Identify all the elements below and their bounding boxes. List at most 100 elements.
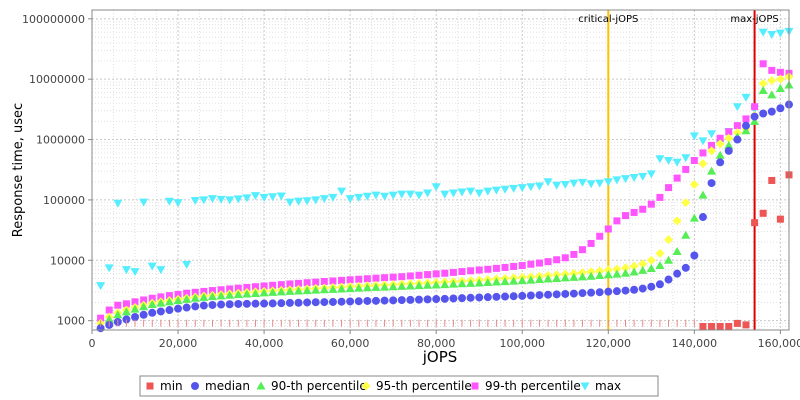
data-point xyxy=(708,141,716,149)
data-point xyxy=(543,178,553,187)
data-point xyxy=(725,322,733,330)
data-point xyxy=(534,275,544,284)
x-tick-label: 140,000 xyxy=(672,337,718,350)
legend-item: 95-th percentile xyxy=(361,379,472,393)
data-point xyxy=(207,195,217,204)
data-point xyxy=(225,300,234,309)
data-point xyxy=(250,192,260,201)
data-point xyxy=(165,292,173,300)
data-point xyxy=(768,176,776,184)
data-point xyxy=(665,184,673,192)
data-point xyxy=(612,176,622,185)
data-point xyxy=(397,281,407,290)
series-layer xyxy=(96,27,794,333)
data-point xyxy=(741,93,751,102)
data-point xyxy=(174,304,183,313)
data-point xyxy=(345,284,355,293)
data-point xyxy=(595,270,605,279)
data-point xyxy=(510,262,518,270)
data-point xyxy=(355,275,363,283)
data-point xyxy=(398,273,406,281)
data-point xyxy=(569,272,579,281)
data-point xyxy=(415,271,423,279)
data-point xyxy=(295,279,303,287)
y-tick-label: 100000000 xyxy=(22,13,85,26)
data-point xyxy=(242,194,252,203)
data-point xyxy=(483,187,493,196)
x-tick-label: 0 xyxy=(89,337,96,350)
data-point xyxy=(199,292,209,301)
data-point xyxy=(440,190,450,199)
legend-swatch xyxy=(256,381,266,390)
data-point xyxy=(320,278,328,286)
data-point xyxy=(724,133,734,143)
data-point xyxy=(217,300,226,309)
data-point xyxy=(302,286,312,295)
data-point xyxy=(191,302,200,311)
series-99-th-percentile xyxy=(97,60,793,322)
data-point xyxy=(466,187,476,196)
y-tick-label: 1000 xyxy=(57,315,85,328)
legend-swatch xyxy=(146,382,154,390)
data-point xyxy=(199,301,208,310)
data-point xyxy=(467,267,475,275)
data-point xyxy=(673,174,681,182)
data-point xyxy=(612,264,622,274)
data-point xyxy=(759,60,767,68)
data-point xyxy=(320,298,329,307)
data-point xyxy=(751,103,759,111)
data-point xyxy=(716,322,724,330)
data-point xyxy=(148,308,157,317)
data-point xyxy=(294,298,303,307)
data-point xyxy=(742,115,750,123)
data-point xyxy=(526,291,535,300)
data-point xyxy=(491,186,501,195)
data-point xyxy=(759,109,768,118)
data-point xyxy=(156,266,166,275)
x-tick-label: 160,000 xyxy=(758,337,800,350)
data-point xyxy=(672,216,682,226)
data-point xyxy=(560,181,570,190)
data-point xyxy=(131,312,140,321)
data-point xyxy=(432,270,440,278)
data-point xyxy=(277,299,286,308)
data-point xyxy=(251,283,259,291)
data-point xyxy=(354,297,363,306)
data-point xyxy=(233,195,243,204)
x-tick-label: 40,000 xyxy=(245,337,284,350)
data-point xyxy=(682,165,690,173)
data-point xyxy=(483,293,492,302)
data-point xyxy=(233,290,243,299)
data-point xyxy=(560,273,570,282)
data-point xyxy=(208,287,216,295)
data-point xyxy=(182,303,191,312)
data-point xyxy=(544,258,552,266)
legend: min median 90-th percentile 95-th percentil… xyxy=(139,375,659,397)
data-point xyxy=(441,269,449,277)
data-point xyxy=(767,30,777,39)
data-point xyxy=(776,68,784,76)
data-point xyxy=(535,259,543,267)
data-point xyxy=(354,193,364,202)
data-point xyxy=(664,255,674,264)
data-point xyxy=(561,254,569,262)
data-point xyxy=(656,193,664,201)
data-point xyxy=(200,287,208,295)
data-point xyxy=(724,146,733,155)
marker-label-max-jOPS: max-jOPS xyxy=(730,14,778,25)
data-point xyxy=(259,193,269,202)
data-point xyxy=(448,189,458,198)
data-point xyxy=(603,178,613,187)
data-point xyxy=(646,170,656,179)
data-point xyxy=(603,265,613,275)
data-point xyxy=(647,200,655,208)
data-point xyxy=(672,158,682,167)
data-point xyxy=(458,294,467,303)
data-point xyxy=(234,284,242,292)
data-point xyxy=(698,137,708,146)
data-point xyxy=(664,235,674,245)
data-point xyxy=(225,196,235,205)
data-point xyxy=(397,190,407,199)
data-point xyxy=(475,266,483,274)
data-point xyxy=(587,288,596,297)
